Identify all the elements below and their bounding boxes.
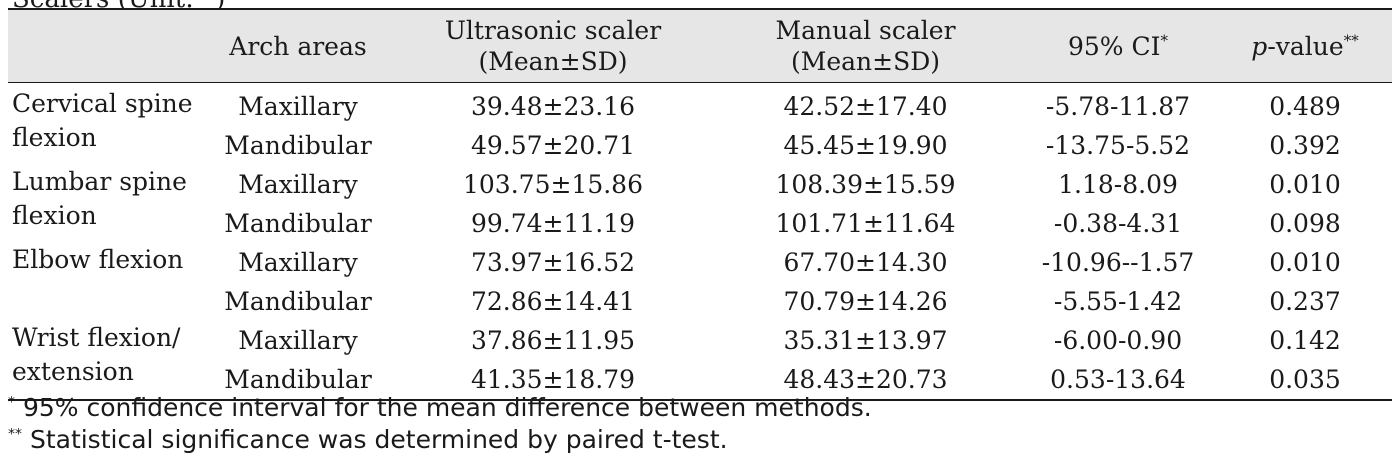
header-ci-label: 95% CI bbox=[1067, 31, 1161, 61]
footnote-p-mark: ** bbox=[8, 426, 22, 443]
cell-p-value: 0.098 bbox=[1269, 209, 1341, 238]
header-manual: Manual scaler (Mean±SD) bbox=[713, 9, 1018, 83]
cell-p-value: 0.035 bbox=[1269, 365, 1341, 394]
cell-arch-area: Mandibular bbox=[224, 287, 372, 316]
cell-ci: 1.18-8.09 bbox=[1058, 170, 1178, 199]
footnote-ci-mark: * bbox=[8, 394, 15, 411]
header-p-italic: p bbox=[1251, 31, 1268, 61]
table-row: Mandibular 41.35±18.79 48.43±20.73 0.53-13.… bbox=[8, 360, 1392, 400]
cell-manual: 108.39±15.59 bbox=[775, 170, 956, 199]
header-ultrasonic-unit: (Mean±SD) bbox=[478, 47, 628, 76]
cell-ci: -5.55-1.42 bbox=[1053, 287, 1183, 316]
cell-arch-area: Mandibular bbox=[224, 131, 372, 160]
cell-measure: Cervical spine flexion bbox=[12, 89, 193, 152]
cell-ultrasonic: 103.75±15.86 bbox=[463, 170, 643, 199]
table-row: Wrist flexion/ extension Maxillary 37.86±1… bbox=[8, 321, 1392, 386]
cell-ci: -5.78-11.87 bbox=[1045, 92, 1191, 121]
cell-ultrasonic: 37.86±11.95 bbox=[470, 326, 636, 355]
footnote-ci-text: 95% confidence interval for the mean dif… bbox=[15, 393, 872, 422]
header-ultrasonic: Ultrasonic scaler (Mean±SD) bbox=[393, 9, 713, 83]
table-row: Lumbar spine flexion Maxillary 103.75±15.8… bbox=[8, 165, 1392, 230]
footnote-ci: * 95% confidence interval for the mean d… bbox=[8, 392, 872, 424]
table-row: Elbow flexion Maxillary 73.97±16.52 67.70±1… bbox=[8, 243, 1392, 282]
cell-arch-area: Maxillary bbox=[238, 170, 358, 199]
cell-manual: 42.52±17.40 bbox=[783, 92, 948, 121]
cell-p-value: 0.010 bbox=[1269, 170, 1341, 199]
cell-measure: Lumbar spine flexion bbox=[12, 167, 187, 230]
cell-p-value: 0.392 bbox=[1269, 131, 1341, 160]
header-measure bbox=[8, 9, 203, 83]
cell-ultrasonic: 39.48±23.16 bbox=[470, 92, 636, 121]
cell-ci: -6.00-0.90 bbox=[1053, 326, 1183, 355]
cell-arch-area: Maxillary bbox=[238, 248, 358, 277]
cell-manual: 48.43±20.73 bbox=[783, 365, 948, 394]
header-p-value: p-value** bbox=[1218, 9, 1392, 83]
cell-measure: Wrist flexion/ extension bbox=[12, 323, 181, 386]
cell-ci: -10.96--1.57 bbox=[1041, 248, 1195, 277]
header-ultrasonic-label: Ultrasonic scaler bbox=[444, 16, 662, 45]
cell-arch-area: Mandibular bbox=[224, 209, 372, 238]
cell-ultrasonic: 72.86±14.41 bbox=[470, 287, 636, 316]
cell-manual: 101.71±11.64 bbox=[775, 209, 956, 238]
cell-p-value: 0.237 bbox=[1269, 287, 1341, 316]
header-ci: 95% CI* bbox=[1018, 9, 1218, 83]
header-manual-label: Manual scaler bbox=[775, 16, 956, 45]
table-row: Mandibular 72.86±14.41 70.79±14.26 -5.55-1.… bbox=[8, 282, 1392, 321]
table-row: Mandibular 99.74±11.19 101.71±11.64 -0.38-4… bbox=[8, 204, 1392, 243]
table-row: Cervical spine flexion Maxillary 39.48±23.… bbox=[8, 83, 1392, 152]
header-ci-footnote-mark: * bbox=[1160, 31, 1169, 50]
header-manual-unit: (Mean±SD) bbox=[790, 47, 941, 76]
cell-ultrasonic: 99.74±11.19 bbox=[470, 209, 636, 238]
footnote-p-value: ** Statistical significance was determin… bbox=[8, 424, 872, 456]
cell-manual: 70.79±14.26 bbox=[783, 287, 948, 316]
header-p-footnote-mark: ** bbox=[1343, 31, 1359, 50]
table-header-row: Arch areas Ultrasonic scaler (Mean±SD) M… bbox=[8, 9, 1392, 83]
cell-arch-area: Mandibular bbox=[224, 365, 372, 394]
table-body: Cervical spine flexion Maxillary 39.48±23.… bbox=[8, 83, 1392, 401]
cell-manual: 35.31±13.97 bbox=[783, 326, 948, 355]
cell-p-value: 0.489 bbox=[1269, 92, 1341, 121]
cell-ultrasonic: 73.97±16.52 bbox=[470, 248, 636, 277]
cell-manual: 67.70±14.30 bbox=[783, 248, 948, 277]
table-row: Mandibular 49.57±20.71 45.45±19.90 -13.75-5… bbox=[8, 126, 1392, 165]
cell-p-value: 0.010 bbox=[1269, 248, 1341, 277]
cell-ci: -13.75-5.52 bbox=[1045, 131, 1191, 160]
cell-measure: Elbow flexion bbox=[12, 245, 184, 274]
cell-ultrasonic: 41.35±18.79 bbox=[470, 365, 636, 394]
cell-ultrasonic: 49.57±20.71 bbox=[470, 131, 636, 160]
cell-ci: -0.38-4.31 bbox=[1053, 209, 1183, 238]
cell-manual: 45.45±19.90 bbox=[783, 131, 948, 160]
results-table: Arch areas Ultrasonic scaler (Mean±SD) M… bbox=[8, 8, 1392, 401]
cell-ci: 0.53-13.64 bbox=[1050, 365, 1186, 394]
results-table-container: Arch areas Ultrasonic scaler (Mean±SD) M… bbox=[8, 8, 1392, 401]
header-p-rest: -value bbox=[1267, 31, 1344, 61]
footnote-p-text: Statistical significance was determined … bbox=[22, 425, 728, 454]
cell-arch-area: Maxillary bbox=[238, 92, 358, 121]
footnotes: * 95% confidence interval for the mean d… bbox=[8, 392, 872, 456]
header-arch-areas: Arch areas bbox=[203, 9, 393, 83]
cell-arch-area: Maxillary bbox=[238, 326, 358, 355]
cell-p-value: 0.142 bbox=[1269, 326, 1341, 355]
